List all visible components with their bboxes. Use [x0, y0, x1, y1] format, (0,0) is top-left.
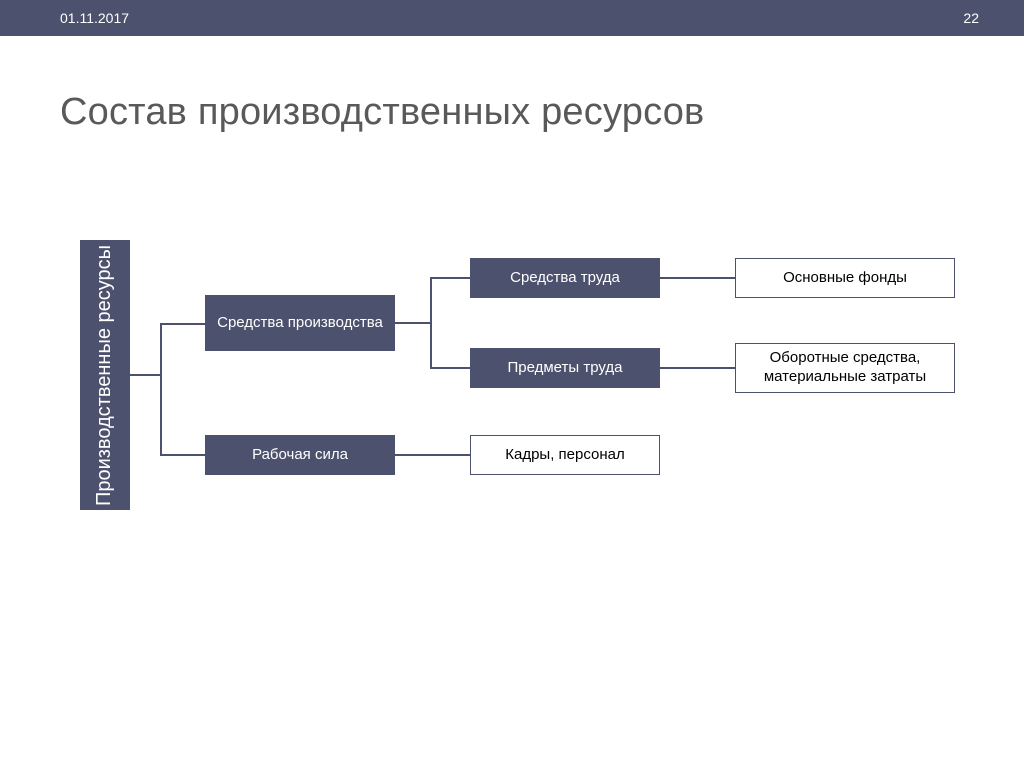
- conn: [160, 454, 205, 456]
- conn: [160, 323, 205, 325]
- node-tools-label: Средства труда: [510, 269, 620, 288]
- conn: [430, 367, 470, 369]
- node-means-label: Средства производства: [217, 314, 383, 333]
- conn: [430, 277, 432, 369]
- node-wcap: Оборотные средства, материальные затраты: [735, 343, 955, 393]
- node-root: Производственные ресурсы: [80, 240, 130, 510]
- node-root-label: Производственные ресурсы: [93, 244, 118, 505]
- node-wcap-label: Оборотные средства, материальные затраты: [742, 349, 948, 387]
- node-funds-label: Основные фонды: [783, 269, 907, 288]
- node-labor: Рабочая сила: [205, 435, 395, 475]
- node-staff: Кадры, персонал: [470, 435, 660, 475]
- conn: [395, 322, 430, 324]
- node-labor-label: Рабочая сила: [252, 446, 348, 465]
- conn: [395, 454, 470, 456]
- header-page: 22: [963, 10, 979, 26]
- conn: [160, 323, 162, 456]
- conn: [660, 277, 735, 279]
- header-date: 01.11.2017: [60, 10, 129, 26]
- node-tools: Средства труда: [470, 258, 660, 298]
- header-bar: 01.11.2017 22: [0, 0, 1024, 36]
- node-objs-label: Предметы труда: [507, 359, 622, 378]
- title-area: Состав производственных ресурсов: [0, 36, 1024, 144]
- page-title: Состав производственных ресурсов: [60, 91, 964, 134]
- node-funds: Основные фонды: [735, 258, 955, 298]
- conn: [660, 367, 735, 369]
- node-objs: Предметы труда: [470, 348, 660, 388]
- conn: [130, 374, 160, 376]
- diagram: Производственные ресурсы Средства произв…: [60, 240, 965, 560]
- node-means: Средства производства: [205, 295, 395, 351]
- node-staff-label: Кадры, персонал: [505, 446, 625, 465]
- conn: [430, 277, 470, 279]
